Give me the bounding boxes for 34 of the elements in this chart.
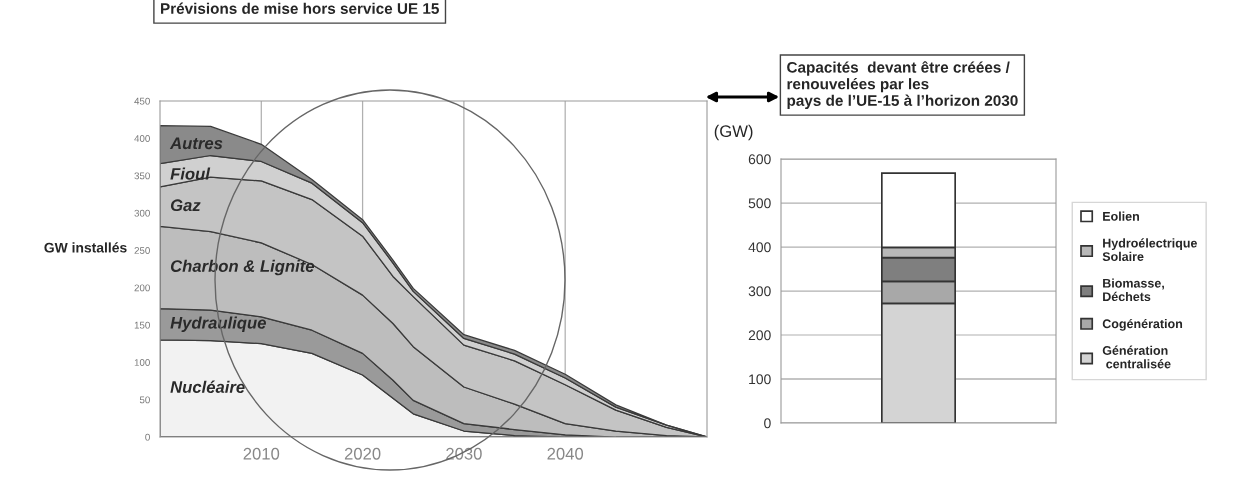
y-tick-label: 400 xyxy=(748,242,771,253)
x-tick-label: 2040 xyxy=(547,447,584,460)
legend-label: Génération centralisée xyxy=(1102,345,1171,369)
y-tick-label: 150 xyxy=(134,321,150,329)
y-tick-label: 100 xyxy=(134,359,150,366)
series-label: Gaz xyxy=(170,199,201,212)
legend-label: Biomasse, Déchets xyxy=(1103,278,1164,302)
y-tick-label: 200 xyxy=(134,284,150,292)
y-tick-label: 350 xyxy=(134,172,150,180)
y-tick-label: 250 xyxy=(134,247,150,254)
legend-label: Hydroélectrique Solaire xyxy=(1102,238,1197,261)
y-tick-label: 600 xyxy=(748,154,771,165)
chart-title: Prévisions de mise hors service UE 15 xyxy=(161,2,439,14)
y-tick-label: 500 xyxy=(748,198,771,209)
y-tick-label: 200 xyxy=(748,330,771,341)
series-label: Autres xyxy=(169,137,223,150)
y-tick-label: 50 xyxy=(139,396,150,404)
series-label: Nucléaire xyxy=(170,380,245,393)
y-tick-label: 300 xyxy=(748,286,771,297)
series-label: Fioul xyxy=(170,167,211,180)
y-tick-label: 0 xyxy=(145,433,150,441)
x-tick-label: 2010 xyxy=(243,447,280,460)
y-tick-label: 300 xyxy=(134,209,150,217)
chart-title: Capacités devant être créées / renouvelées par les pays de l’UE-15 à l’horizon 2030 xyxy=(787,61,1018,109)
y-axis-title: (GW) xyxy=(714,124,753,141)
y-tick-label: 100 xyxy=(749,374,771,385)
legend-label: Eolien xyxy=(1103,211,1139,221)
legend-label: Cogénération xyxy=(1102,318,1183,331)
y-tick-label: 400 xyxy=(134,135,150,142)
y-axis-title: GW installés xyxy=(44,242,127,253)
x-tick-label: 2020 xyxy=(344,447,381,460)
series-label: Hydraulique xyxy=(170,316,266,333)
y-tick-label: 0 xyxy=(764,418,771,429)
y-tick-label: 450 xyxy=(134,97,150,105)
